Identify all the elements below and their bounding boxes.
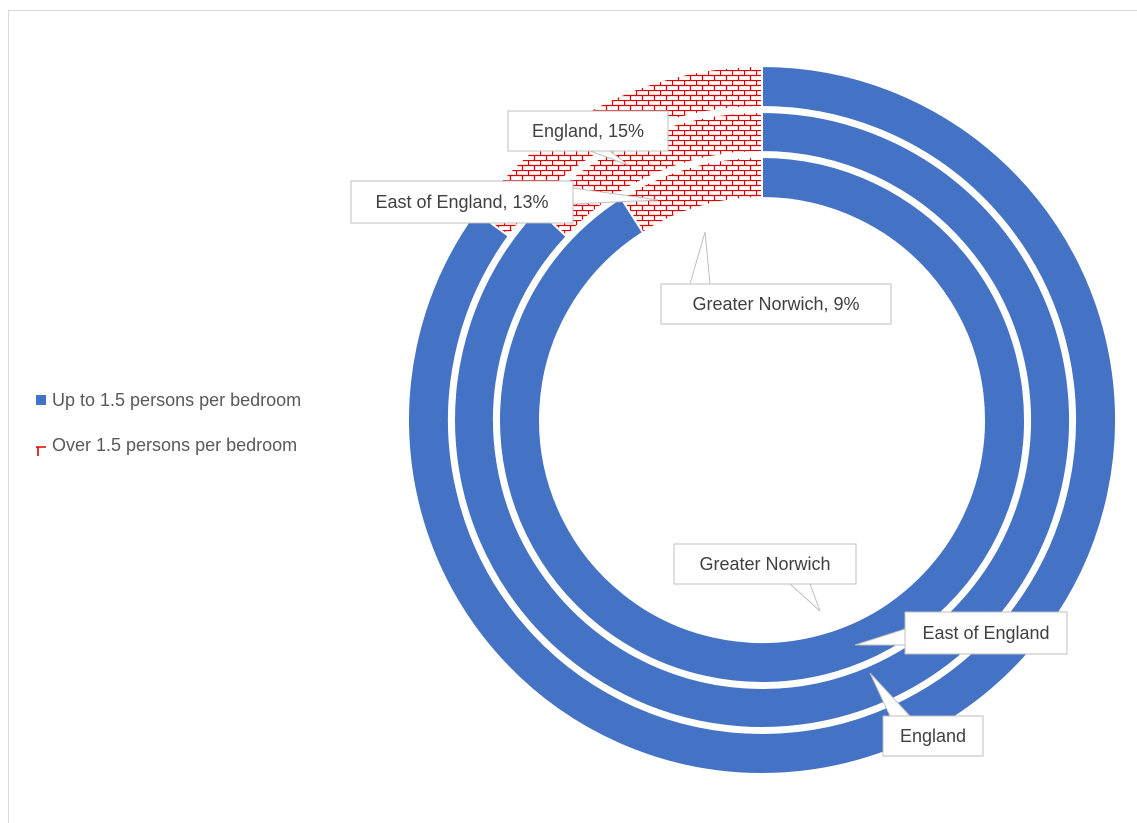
label-greater-norwich-over-text: Greater Norwich, 9% [692, 294, 859, 314]
legend-item-over: Over 1.5 persons per bedroom [36, 434, 301, 456]
label-england-over: England, 15% [507, 110, 669, 166]
legend-swatch-up-icon [36, 395, 46, 405]
ring-england-up [407, 64, 1117, 775]
label-england-text: England [900, 726, 966, 746]
label-england-over-box [507, 110, 669, 152]
label-east-of-england-over-text: East of England, 13% [375, 192, 548, 212]
label-east-of-england: East of England [854, 611, 1068, 655]
label-east-of-england-over-box [350, 180, 574, 224]
legend-label-up: Up to 1.5 persons per bedroom [52, 389, 302, 410]
label-east-of-england-over: East of England, 13% [350, 180, 659, 224]
chart-area [8, 10, 1137, 823]
label-east-of-england-text: East of England [922, 623, 1049, 643]
legend: Up to 1.5 persons per bedroom Over 1.5 p… [36, 389, 301, 479]
ring-greater-norwich-up [498, 155, 1026, 684]
legend-swatch-over-icon [36, 440, 46, 456]
label-greater-norwich-over-box [660, 283, 892, 325]
doughnut-rings [407, 64, 1117, 775]
data-labels: England, 15% East of England, 13% Greater … [350, 110, 1068, 757]
label-east-of-england-box [904, 611, 1068, 655]
label-greater-norwich-over-pointer [689, 231, 711, 285]
ring-east-of-england-up [453, 110, 1071, 729]
ring-greater-norwich-over [619, 155, 763, 234]
label-greater-norwich-text: Greater Norwich [699, 554, 830, 574]
label-england-box [882, 715, 984, 757]
label-greater-norwich: Greater Norwich [673, 543, 857, 612]
label-england-over-text: England, 15% [532, 121, 644, 141]
label-greater-norwich-box [673, 543, 857, 585]
legend-item-up: Up to 1.5 persons per bedroom [36, 389, 301, 411]
label-england: England [869, 672, 984, 757]
label-greater-norwich-pointer [788, 583, 821, 612]
label-greater-norwich-over: Greater Norwich, 9% [660, 231, 892, 325]
legend-label-over: Over 1.5 persons per bedroom [52, 434, 298, 455]
